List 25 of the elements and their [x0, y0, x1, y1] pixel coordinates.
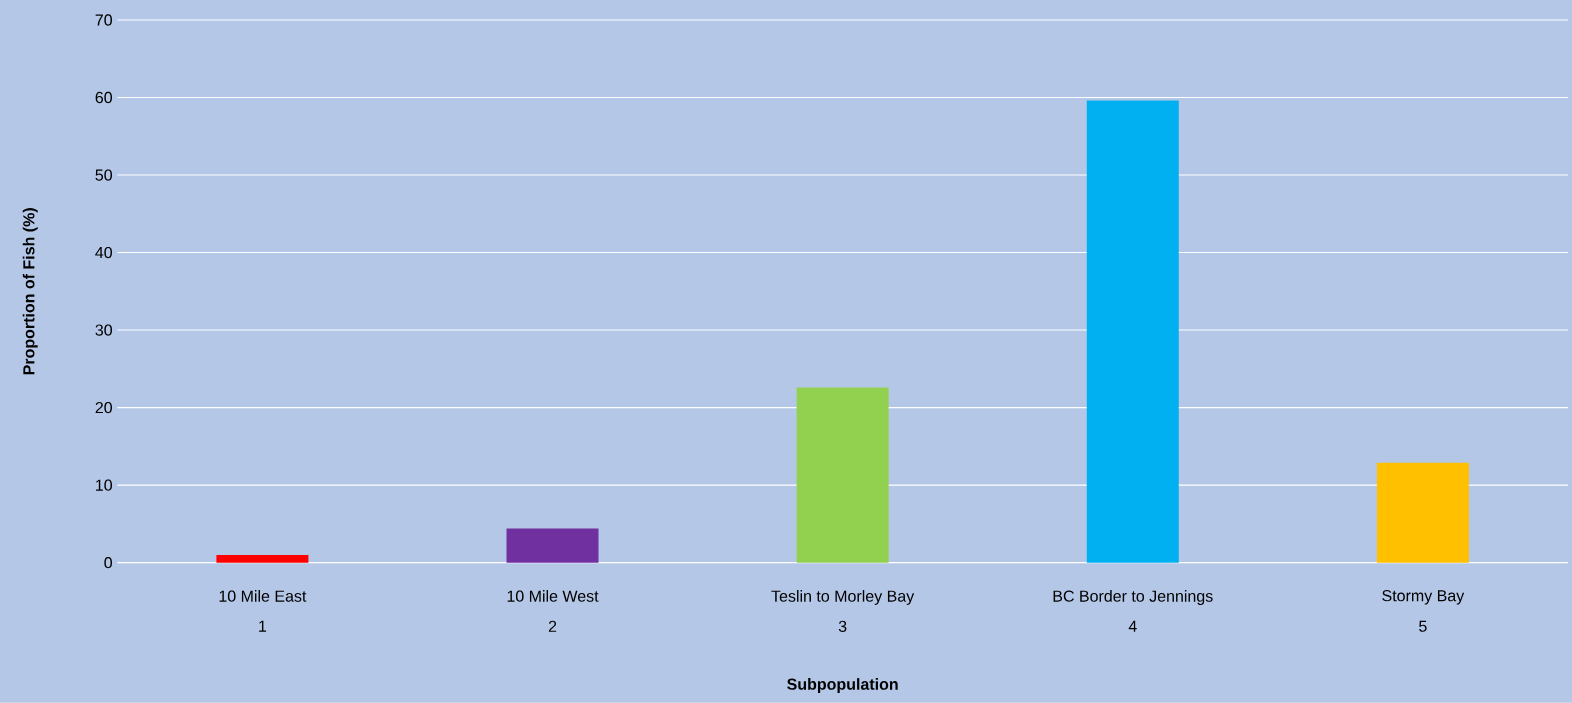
x-tick-label: Stormy Bay — [1382, 590, 1465, 605]
x-axis-title: Subpopulation — [787, 678, 898, 694]
bar — [216, 555, 309, 563]
y-tick-label: 30 — [95, 324, 113, 336]
y-tick-label: 10 — [96, 479, 113, 491]
text: 2 — [548, 620, 557, 633]
bar — [1376, 462, 1469, 563]
x-tick-label: 10 Mile East — [219, 590, 307, 602]
text: 1 — [259, 620, 267, 632]
y-axis-title: Proportion of Fish (%) — [22, 208, 38, 375]
x-tick-label: 10 Mile West — [507, 590, 599, 602]
y-tick-label: 70 — [95, 14, 113, 26]
text: 4 — [1128, 620, 1137, 632]
x-tick-label: BC Border to Jennings — [1053, 590, 1213, 606]
x-tick-label: Teslin to Morley Bay — [771, 590, 915, 606]
text: 3 — [838, 620, 847, 633]
y-tick-label: 40 — [95, 247, 113, 259]
bar — [506, 528, 599, 563]
y-tick-label: 50 — [95, 169, 113, 181]
y-tick-label: 20 — [95, 402, 113, 414]
text: 5 — [1419, 620, 1427, 633]
bar — [1086, 100, 1179, 563]
bar — [796, 387, 889, 563]
y-tick-label: 60 — [95, 92, 113, 104]
y-tick-label: 0 — [104, 557, 113, 569]
